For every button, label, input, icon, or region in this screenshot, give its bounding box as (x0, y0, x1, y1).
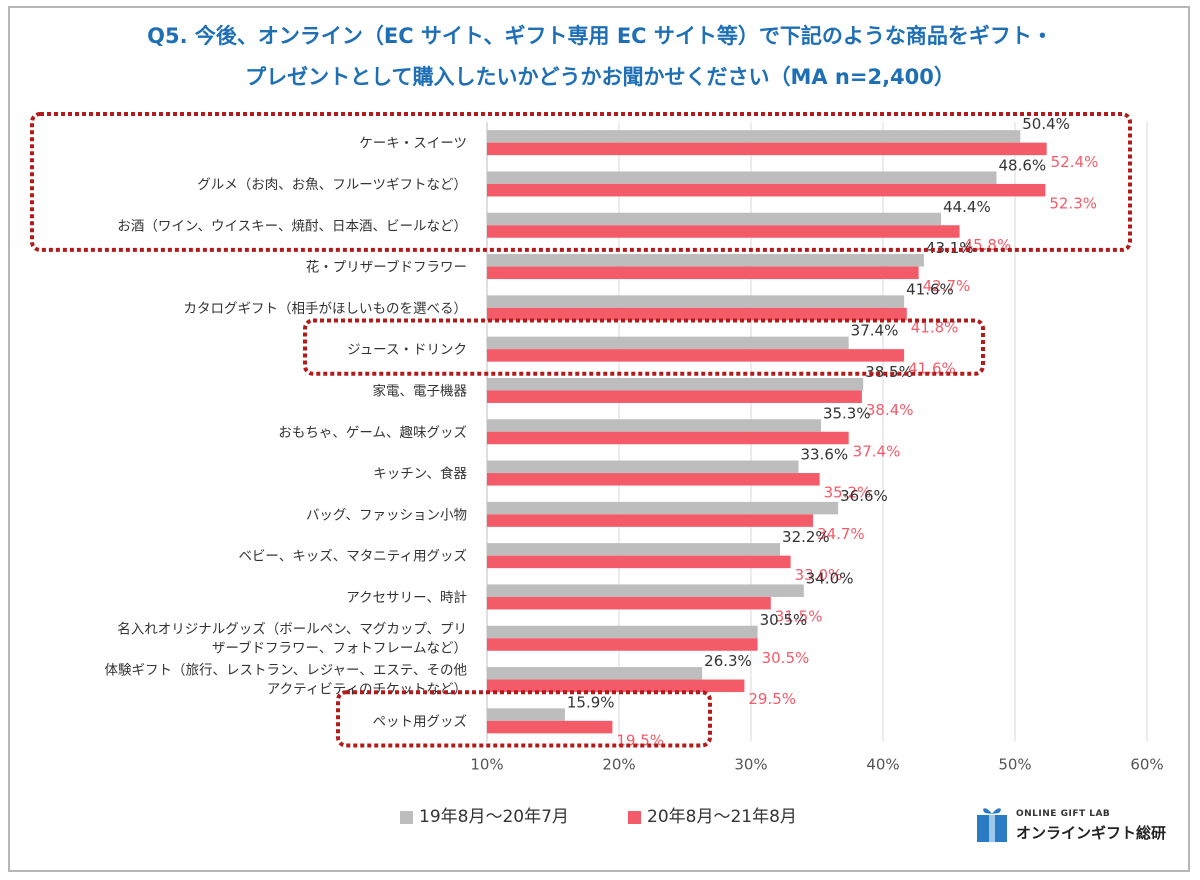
bar-series1 (487, 212, 942, 226)
category-label: アクセサリー、時計 (346, 590, 467, 606)
category-label: グルメ（お肉、お魚、フルーツギフトなど） (197, 177, 467, 193)
brand-name-jp: オンラインギフト総研 (1016, 824, 1167, 842)
bar-series1 (487, 625, 758, 639)
bar-series2 (487, 679, 745, 693)
data-label-series2: 30.5% (762, 649, 810, 667)
bar-series1 (487, 419, 821, 432)
category-label: バッグ、ファッション小物 (306, 507, 467, 523)
category-label: 花・プリザーブドフラワー (306, 259, 467, 276)
bar-series1 (487, 543, 781, 556)
bar-series1 (487, 295, 905, 308)
data-label-series1: 33.6% (801, 446, 849, 464)
gift-box-icon (977, 808, 1007, 842)
data-label-series1: 44.4% (943, 198, 991, 216)
highlight-box (336, 690, 712, 748)
bar-series2 (487, 307, 907, 321)
bar-series2 (487, 473, 820, 486)
bar-series2 (487, 720, 613, 734)
legend-label-series1: 19年8月～20年7月 (419, 807, 569, 827)
chart-title-line2: プレゼントとして購入したいかどうかお聞かせください（MA n=2,400） (245, 65, 955, 89)
brand-logo: ONLINE GIFT LAB オンラインギフト総研 (976, 802, 1186, 848)
data-label-series1: 15.9% (567, 693, 615, 711)
bar-series2 (487, 431, 849, 445)
category-label: ジュース・ドリンク (347, 342, 467, 358)
category-label: 名入れオリジナルグッズ（ボールペン、マグカップ、プリ (117, 621, 467, 637)
data-label-series1: 43.1% (926, 239, 974, 257)
category-label: 家電、電子機器 (373, 382, 468, 399)
category-label: カタログギフト（相手がほしいものを選べる） (184, 301, 468, 317)
data-label-series2: 41.8% (911, 318, 959, 336)
category-label: アクティビティのチケットなど） (267, 682, 467, 698)
x-tick-label: 40% (866, 756, 899, 774)
category-label: キッチン、食器 (373, 465, 467, 482)
bar-series2 (487, 225, 960, 238)
data-label-series1: 36.6% (840, 487, 888, 505)
data-label-series1: 26.3% (704, 652, 752, 670)
data-label-series1: 50.4% (1022, 115, 1070, 133)
category-label: ベビー、キッズ、マタニティ用グッズ (238, 549, 467, 565)
legend-swatch-series2 (628, 810, 641, 824)
brand-name-en: ONLINE GIFT LAB (1016, 809, 1111, 819)
data-label-series2: 31.5% (775, 607, 823, 625)
category-label: お酒（ワイン、ウイスキー、焼酎、日本酒、ビールなど） (117, 218, 467, 234)
data-label-series2: 52.3% (1049, 194, 1097, 212)
x-tick-label: 20% (602, 756, 635, 774)
category-label: ペット用グッズ (373, 714, 468, 730)
bar-series1 (487, 460, 799, 474)
chart-title-line1: Q5. 今後、オンライン（EC サイト、ギフト専用 EC サイト等）で下記のよう… (147, 24, 1053, 48)
highlight-box (30, 112, 1132, 252)
x-tick-label: 60% (1130, 756, 1163, 774)
bar-series1 (487, 171, 997, 184)
data-label-series1: 37.4% (851, 322, 899, 340)
data-label-series1: 35.3% (823, 404, 871, 422)
data-label-series2: 34.7% (817, 525, 865, 543)
bar-series1 (487, 708, 565, 721)
bar-series2 (487, 390, 862, 403)
category-label: ザーブドフラワー、フォトフレームなど） (212, 639, 467, 656)
category-label: ケーキ・スイーツ (359, 136, 467, 152)
bar-series1 (487, 584, 804, 597)
bar-series2 (487, 514, 814, 527)
data-label-series2: 29.5% (748, 690, 796, 708)
legend-swatch-series1 (400, 810, 413, 824)
data-label-series1: 30.5% (760, 611, 808, 629)
bar-series2 (487, 596, 771, 610)
bar-series1 (487, 501, 839, 515)
data-label-series2: 35.2% (824, 484, 872, 502)
legend-label-series2: 20年8月～21年8月 (647, 807, 797, 827)
data-label-series1: 41.6% (906, 280, 954, 298)
bar-series1 (487, 254, 924, 267)
legend-item-series2: 20年8月～21年8月 (628, 802, 797, 827)
data-label-series2: 42.7% (923, 277, 971, 295)
x-tick-label: 50% (998, 756, 1031, 774)
bar-series2 (487, 142, 1047, 156)
data-label-series2: 38.4% (866, 401, 914, 419)
bar-series1 (487, 336, 849, 350)
bar-series1 (487, 667, 703, 680)
bar-series2 (487, 349, 905, 362)
bar-series2 (487, 266, 919, 280)
category-label: 体験ギフト（旅行、レストラン、レジャー、エステ、その他 (105, 663, 467, 679)
legend-item-series1: 19年8月～20年7月 (400, 802, 569, 827)
bar-series1 (487, 130, 1021, 143)
data-label-series1: 32.2% (782, 528, 830, 546)
bar-series2 (487, 183, 1046, 197)
category-label: おもちゃ、ゲーム、趣味グッズ (278, 425, 467, 441)
highlight-box (303, 318, 985, 376)
data-label-series1: 38.5% (865, 363, 913, 381)
x-tick-label: 10% (470, 756, 503, 774)
bar-series1 (487, 377, 864, 391)
bar-series2 (487, 555, 791, 569)
data-label-series2: 33.0% (795, 566, 843, 584)
bar-series2 (487, 638, 758, 651)
x-tick-label: 30% (734, 756, 767, 774)
data-label-series1: 34.0% (806, 569, 854, 587)
data-label-series2: 37.4% (853, 442, 901, 460)
data-label-series1: 48.6% (999, 156, 1047, 174)
data-label-series2: 52.4% (1051, 153, 1099, 171)
